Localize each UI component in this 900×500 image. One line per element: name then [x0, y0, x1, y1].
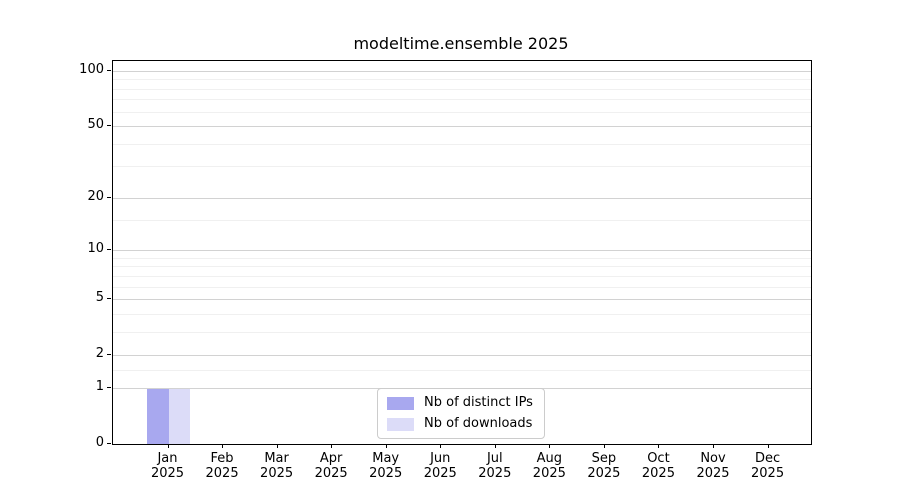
- major-gridline: [113, 197, 811, 199]
- x-tick-mark: [549, 444, 550, 448]
- bar-nb-of-downloads-jan-2025: [168, 387, 190, 444]
- x-tick-label: Dec 2025: [751, 451, 785, 481]
- x-tick-label: Jan 2025: [150, 451, 185, 481]
- minor-gridline: [113, 88, 811, 90]
- y-tick-label: 2: [95, 346, 104, 362]
- y-tick-label: 50: [87, 117, 104, 133]
- legend-label-distinct-ips: Nb of distinct IPs: [424, 395, 533, 410]
- x-tick-label: Jun 2025: [423, 451, 457, 481]
- x-tick-label: Nov 2025: [696, 451, 730, 481]
- y-tick-mark: [107, 354, 111, 355]
- major-gridline: [113, 299, 811, 301]
- x-tick-mark: [386, 444, 387, 448]
- x-tick-mark: [713, 444, 714, 448]
- chart-title: modeltime.ensemble 2025: [353, 34, 569, 53]
- legend-item-distinct-ips: Nb of distinct IPs: [387, 395, 533, 411]
- minor-gridline: [113, 99, 811, 101]
- y-tick-mark: [107, 298, 111, 299]
- y-tick-label: 1: [95, 378, 104, 394]
- x-tick-mark: [768, 444, 769, 448]
- x-tick-label: Aug 2025: [532, 451, 566, 481]
- legend: Nb of distinct IPs Nb of downloads: [377, 388, 545, 439]
- x-tick-label: Apr 2025: [314, 451, 348, 481]
- y-tick-label: 10: [87, 241, 104, 257]
- x-tick-mark: [168, 444, 169, 448]
- minor-gridline: [113, 313, 811, 315]
- minor-gridline: [113, 111, 811, 113]
- legend-label-downloads: Nb of downloads: [424, 416, 533, 431]
- x-tick-label: Feb 2025: [205, 451, 239, 481]
- x-tick-label: Sep 2025: [587, 451, 621, 481]
- minor-gridline: [113, 257, 811, 259]
- x-tick-mark: [658, 444, 659, 448]
- y-tick-label: 20: [87, 188, 104, 204]
- minor-gridline: [113, 266, 811, 268]
- minor-gridline: [113, 219, 811, 221]
- y-tick-label: 5: [95, 290, 104, 306]
- y-tick-mark: [107, 387, 111, 388]
- y-tick-mark: [107, 249, 111, 250]
- legend-swatch-distinct-ips: [387, 396, 414, 410]
- minor-gridline: [113, 369, 811, 371]
- x-tick-mark: [222, 444, 223, 448]
- x-tick-label: Oct 2025: [641, 451, 675, 481]
- major-gridline: [113, 71, 811, 72]
- y-tick-mark: [107, 443, 111, 444]
- y-tick-label: 0: [95, 435, 104, 450]
- plot-area: Nb of distinct IPs Nb of downloads: [112, 60, 812, 445]
- bar-nb-of-distinct-ips-jan-2025: [147, 387, 169, 444]
- y-tick-mark: [107, 197, 111, 198]
- major-gridline: [113, 355, 811, 357]
- minor-gridline: [113, 275, 811, 277]
- minor-gridline: [113, 79, 811, 81]
- major-gridline: [113, 250, 811, 252]
- major-gridline: [113, 126, 811, 128]
- x-tick-mark: [495, 444, 496, 448]
- legend-swatch-downloads: [387, 417, 414, 431]
- y-tick-label: 100: [79, 62, 104, 77]
- x-tick-label: Jul 2025: [478, 451, 512, 481]
- legend-item-downloads: Nb of downloads: [387, 416, 533, 432]
- minor-gridline: [113, 143, 811, 145]
- x-tick-mark: [331, 444, 332, 448]
- y-tick-mark: [107, 125, 111, 126]
- x-tick-mark: [604, 444, 605, 448]
- x-tick-mark: [440, 444, 441, 448]
- x-tick-mark: [277, 444, 278, 448]
- minor-gridline: [113, 166, 811, 168]
- minor-gridline: [113, 331, 811, 333]
- y-tick-mark: [107, 70, 111, 71]
- minor-gridline: [113, 286, 811, 288]
- x-tick-label: May 2025: [369, 451, 403, 481]
- x-tick-label: Mar 2025: [260, 451, 294, 481]
